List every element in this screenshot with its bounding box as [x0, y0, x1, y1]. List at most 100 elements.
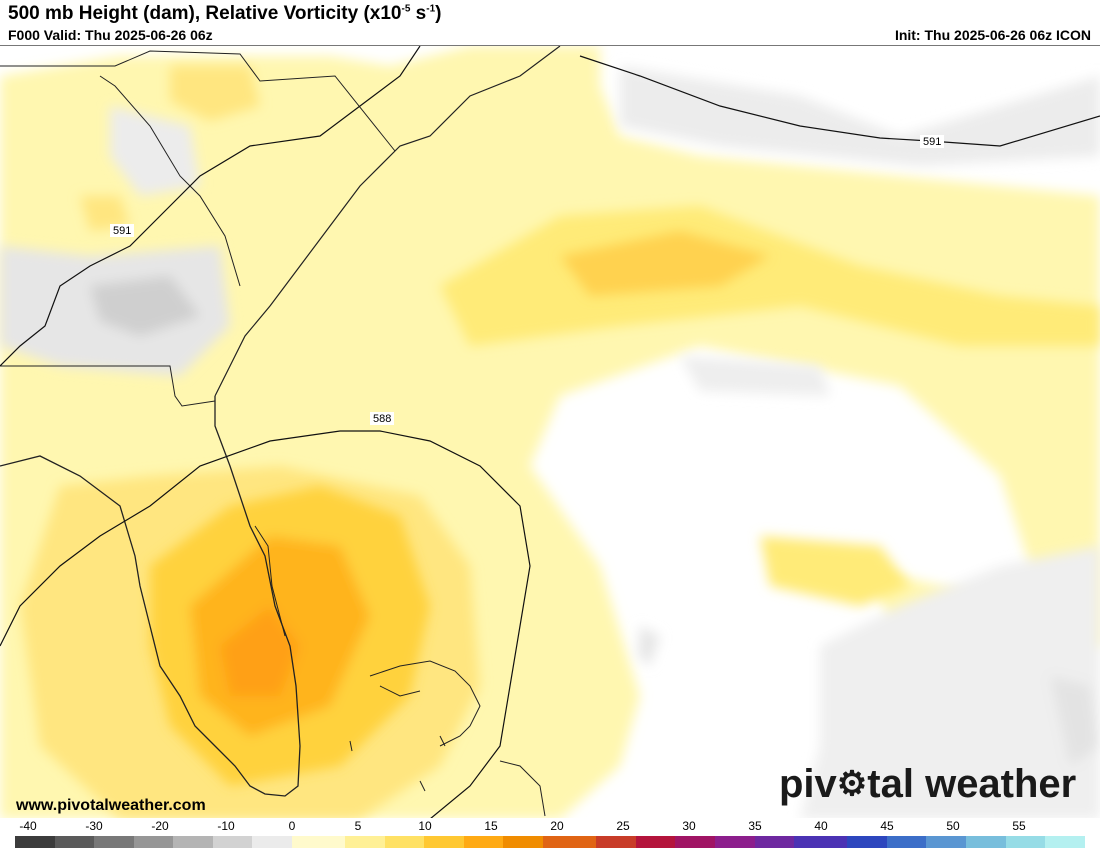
colorbar-tick-label: 50	[946, 819, 960, 833]
colorbar-swatch	[123, 836, 135, 848]
colorbar-tick-label: 30	[682, 819, 696, 833]
colorbar-swatch	[54, 836, 65, 848]
website-link[interactable]: www.pivotalweather.com	[16, 797, 206, 814]
colorbar-swatch	[344, 836, 359, 848]
colorbar-swatch	[64, 836, 75, 848]
colorbar-swatch	[873, 836, 888, 848]
colorbar-swatch	[202, 836, 214, 848]
colorbar-swatch	[807, 836, 822, 848]
colorbar-swatch	[556, 836, 571, 848]
colorbar-swatch	[450, 836, 465, 848]
colorbar-swatch	[1071, 836, 1086, 848]
colorbar-swatch	[1058, 836, 1073, 848]
colorbar-swatch	[714, 836, 729, 848]
colorbar-swatch	[143, 836, 154, 848]
colorbar-swatch	[331, 836, 346, 848]
geographic-borders	[0, 46, 561, 817]
contour-label-north: 591	[923, 136, 941, 148]
colorbar-swatch	[503, 836, 518, 848]
colorbar-swatch	[44, 836, 56, 848]
contour-label-west: 591	[113, 225, 131, 237]
colorbar-swatch	[595, 836, 610, 848]
colorbar-swatch	[222, 836, 234, 848]
colorbar-swatch	[728, 836, 742, 848]
colorbar-swatch	[24, 836, 36, 848]
colorbar-swatch	[860, 836, 875, 848]
colorbar-swatch	[113, 836, 125, 848]
colorbar-swatch	[648, 836, 663, 848]
colorbar-tick-label: -40	[19, 819, 37, 833]
contour-label-south: 588	[373, 413, 391, 425]
vorticity-shading-strong	[150, 231, 770, 786]
colorbar-swatch	[173, 836, 184, 848]
colorbar-swatch	[212, 836, 224, 848]
colorbar-swatch	[424, 836, 438, 848]
colorbar-swatch	[410, 836, 425, 848]
height-contours	[0, 46, 1100, 819]
colorbar-swatch	[358, 836, 372, 848]
header: 500 mb Height (dam), Relative Vorticity …	[0, 0, 1100, 45]
colorbar-swatch	[84, 836, 95, 848]
colorbar-swatch	[1045, 836, 1060, 848]
colorbar-swatch	[463, 836, 478, 848]
colorbar-swatch	[318, 836, 333, 848]
colorbar-tick-label: -20	[151, 819, 169, 833]
colorbar-swatch	[437, 836, 452, 848]
colorbar-tick-label: -30	[85, 819, 103, 833]
colorbar-swatch	[979, 836, 993, 848]
colorbar-swatch	[543, 836, 557, 848]
colorbar-swatch	[569, 836, 584, 848]
colorbar-swatch	[34, 836, 46, 848]
valid-time: F000 Valid: Thu 2025-06-26 06z	[8, 27, 213, 43]
colorbar-tick-label: 45	[880, 819, 894, 833]
colorbar-swatch	[384, 836, 399, 848]
map-panel: 591 591 588	[0, 45, 1100, 819]
colorbar-swatch	[939, 836, 954, 848]
colorbar-swatch	[74, 836, 85, 848]
colorbar-swatch	[833, 836, 848, 848]
colorbar-swatch	[609, 836, 623, 848]
colorbar-swatch	[582, 836, 597, 848]
colorbar-swatch	[292, 836, 306, 848]
colorbar-swatch	[232, 836, 244, 848]
init-time: Init: Thu 2025-06-26 06z ICON	[894, 27, 1091, 43]
contour-labels: 591 591 588	[110, 135, 944, 425]
colorbar-tick-label: 40	[814, 819, 828, 833]
colorbar-swatch	[272, 836, 283, 848]
colorbar-tick-label: 55	[1012, 819, 1026, 833]
colorbar-swatch	[741, 836, 756, 848]
colorbar-swatch	[104, 836, 115, 848]
colorbar-swatch	[153, 836, 164, 848]
colorbar-swatch	[193, 836, 204, 848]
colorbar-swatches	[15, 836, 1086, 848]
colorbar-swatch	[305, 836, 319, 848]
colorbar-swatch	[282, 836, 293, 848]
colorbar-swatch	[794, 836, 808, 848]
colorbar-tick-label: 0	[288, 819, 296, 833]
colorbar: -40 -30 -20 -10 0 5 10 15 20 25 30 35 40 45 50 55	[0, 818, 1100, 850]
colorbar-swatch	[371, 836, 385, 848]
contour-label-bg	[110, 224, 134, 237]
brand-logo: piv⚙tal weather	[779, 762, 1077, 806]
colorbar-swatch	[529, 836, 544, 848]
colorbar-swatch	[886, 836, 901, 848]
colorbar-tick-label: 20	[550, 819, 564, 833]
colorbar-tick-label: 25	[616, 819, 630, 833]
colorbar-swatch	[926, 836, 941, 848]
vorticity-map: 591 591 588	[0, 46, 1100, 819]
colorbar-swatch	[252, 836, 263, 848]
colorbar-tick-label: 15	[484, 819, 498, 833]
colorbar-tick-label: 10	[418, 819, 432, 833]
colorbar-swatch	[688, 836, 703, 848]
colorbar-swatch	[701, 836, 716, 848]
colorbar-swatch	[133, 836, 145, 848]
colorbar-swatch	[992, 836, 1007, 848]
colorbar-swatch	[820, 836, 835, 848]
colorbar-swatch	[847, 836, 861, 848]
colorbar-swatch	[1018, 836, 1033, 848]
colorbar-swatch	[952, 836, 967, 848]
colorbar-swatch	[477, 836, 491, 848]
colorbar-swatch	[622, 836, 637, 848]
vorticity-shading-negative	[0, 66, 1100, 819]
colorbar-swatch	[781, 836, 795, 848]
